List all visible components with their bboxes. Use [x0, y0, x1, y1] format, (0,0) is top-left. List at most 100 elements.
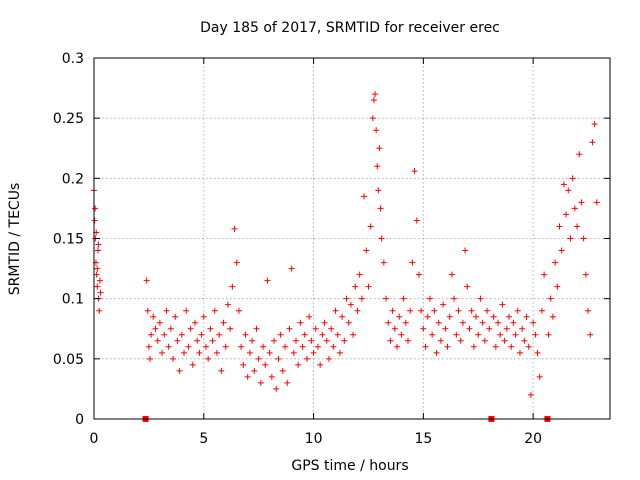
data-point: [194, 337, 201, 344]
y-tick-label: 0: [75, 412, 84, 428]
data-point: [374, 163, 381, 170]
data-point: [328, 325, 335, 332]
data-point: [209, 337, 216, 344]
data-point: [253, 325, 260, 332]
data-point: [284, 379, 291, 386]
data-point: [271, 337, 278, 344]
data-point: [407, 307, 414, 314]
data-point: [591, 121, 598, 128]
data-point: [563, 211, 570, 218]
data-point: [486, 325, 493, 332]
data-point: [251, 367, 258, 374]
data-point: [293, 337, 300, 344]
data-point: [94, 247, 101, 254]
x-axis-label: GPS time / hours: [291, 458, 408, 474]
data-point: [429, 331, 436, 338]
data-point: [264, 277, 271, 284]
data-point: [462, 247, 469, 254]
data-point: [534, 349, 541, 356]
data-point: [148, 331, 155, 338]
grid-lines: [94, 58, 610, 419]
data-point: [587, 331, 594, 338]
data-point: [396, 313, 403, 320]
data-point: [549, 313, 556, 320]
data-point: [378, 235, 385, 242]
data-point: [377, 205, 384, 212]
data-point: [440, 301, 447, 308]
data-point: [306, 313, 313, 320]
data-point: [521, 337, 528, 344]
data-point: [325, 355, 332, 362]
data-point: [424, 313, 431, 320]
data-point: [275, 355, 282, 362]
data-point: [451, 295, 458, 302]
data-point: [339, 313, 346, 320]
data-point: [189, 361, 196, 368]
data-point: [464, 283, 471, 290]
data-point: [224, 301, 231, 308]
data-point: [95, 241, 102, 248]
x-tick-label: 20: [524, 431, 542, 447]
data-point: [334, 331, 341, 338]
data-point: [319, 331, 326, 338]
data-point: [352, 283, 359, 290]
data-point: [202, 343, 209, 350]
data-point: [545, 331, 552, 338]
data-point: [499, 301, 506, 308]
data-point: [433, 349, 440, 356]
data-point: [400, 295, 407, 302]
data-point: [413, 217, 420, 224]
x-tick-label: 10: [305, 431, 323, 447]
data-point: [312, 325, 319, 332]
data-point: [525, 343, 532, 350]
y-tick-label: 0.1: [62, 292, 84, 308]
data-point: [218, 367, 225, 374]
data-point: [363, 247, 370, 254]
data-point: [213, 349, 220, 356]
x-tick-label: 15: [414, 431, 432, 447]
data-point: [420, 325, 427, 332]
data-point: [94, 283, 101, 290]
data-point: [481, 337, 488, 344]
data-point: [222, 343, 229, 350]
data-point: [185, 343, 192, 350]
data-point: [192, 319, 199, 326]
data-point: [402, 319, 409, 326]
data-point: [231, 225, 238, 232]
data-point: [571, 205, 578, 212]
data-point: [216, 331, 223, 338]
data-point: [503, 325, 510, 332]
y-tick-label: 0.15: [53, 232, 84, 248]
data-point: [383, 295, 390, 302]
data-point: [257, 379, 264, 386]
data-point: [200, 313, 207, 320]
data-point: [229, 283, 236, 290]
data-point: [501, 337, 508, 344]
data-point: [541, 271, 548, 278]
data-point: [497, 331, 504, 338]
y-tick-label: 0.2: [62, 171, 84, 187]
data-point: [279, 367, 286, 374]
data-point: [574, 223, 581, 230]
data-point: [569, 175, 576, 182]
data-point: [375, 187, 382, 194]
data-point: [530, 319, 537, 326]
y-tick-label: 0.25: [53, 111, 84, 127]
data-point: [244, 373, 251, 380]
data-point: [96, 307, 103, 314]
data-point: [310, 349, 317, 356]
data-point: [161, 331, 168, 338]
data-point: [178, 331, 185, 338]
data-point: [404, 337, 411, 344]
data-point: [475, 331, 482, 338]
data-point: [150, 313, 157, 320]
data-point: [415, 271, 422, 278]
data-point: [356, 271, 363, 278]
data-point: [495, 319, 502, 326]
axis-ticks: 0 0.05 0.1 0.15 0.2 0.25 0.3 0 5 10 15 20: [53, 51, 610, 447]
data-point: [152, 325, 159, 332]
data-point: [505, 313, 512, 320]
data-point: [556, 223, 563, 230]
data-point: [514, 307, 521, 314]
